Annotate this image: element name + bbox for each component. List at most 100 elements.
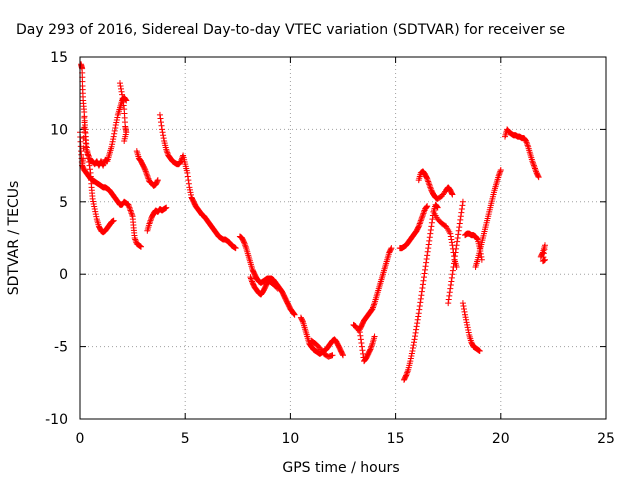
data-point — [497, 166, 504, 173]
data-point — [86, 162, 93, 169]
tick-labels: 0 5 10 15 20 25 -10 -5 0 5 10 15 — [45, 50, 615, 447]
data-point — [158, 122, 165, 129]
series-9 — [297, 314, 346, 359]
data-point — [464, 321, 471, 328]
data-point — [110, 133, 117, 140]
data-point — [427, 185, 434, 192]
data-point — [456, 220, 463, 227]
data-point — [128, 208, 135, 215]
data-point — [80, 124, 87, 131]
data-point — [460, 305, 467, 312]
data-point — [416, 221, 423, 228]
data-point — [529, 159, 536, 166]
data-point — [357, 336, 364, 343]
data-point — [408, 353, 415, 360]
data-point — [424, 175, 431, 182]
data-point — [125, 203, 132, 210]
data-point — [357, 332, 364, 339]
data-point — [424, 203, 431, 210]
data-point — [427, 230, 434, 237]
data-point — [125, 201, 132, 208]
data-point — [540, 250, 547, 257]
data-point — [459, 198, 466, 205]
data-point — [423, 259, 430, 266]
data-point — [497, 168, 504, 175]
data-point — [184, 169, 191, 176]
data-point — [247, 275, 254, 282]
data-point — [117, 82, 124, 89]
data-point — [541, 246, 548, 253]
data-point — [119, 95, 126, 102]
data-point — [455, 231, 462, 238]
data-point — [92, 208, 99, 215]
data-point — [164, 149, 171, 156]
data-point — [232, 245, 239, 252]
data-point — [109, 141, 116, 148]
data-point — [460, 303, 467, 310]
data-point — [428, 223, 435, 230]
data-point — [90, 200, 97, 207]
data-point — [407, 358, 414, 365]
series-10 — [308, 337, 336, 360]
series-1 — [78, 61, 117, 236]
data-point — [187, 189, 194, 196]
data-point — [495, 172, 502, 179]
data-point — [420, 210, 427, 217]
data-point — [90, 198, 97, 205]
data-point — [241, 239, 248, 246]
data-point — [371, 301, 378, 308]
data-point — [403, 372, 410, 379]
data-point — [425, 245, 432, 252]
data-point — [85, 158, 92, 165]
data-point — [418, 214, 425, 221]
data-point — [473, 235, 480, 241]
data-point — [426, 234, 433, 241]
y-axis-label: SDTVAR / TECUs — [6, 181, 22, 296]
data-point — [453, 242, 460, 249]
data-point — [144, 172, 151, 179]
data-point — [474, 235, 481, 242]
data-point — [421, 208, 428, 215]
series-15 — [415, 168, 456, 202]
data-point — [163, 146, 170, 153]
data-point — [458, 206, 465, 213]
data-point — [425, 178, 432, 185]
x-tick-label: 15 — [387, 431, 405, 447]
data-point — [535, 173, 542, 180]
data-point — [523, 137, 530, 144]
data-point — [415, 313, 422, 320]
data-point — [158, 119, 165, 126]
data-point — [127, 207, 134, 214]
data-point — [85, 155, 92, 162]
data-point — [424, 252, 431, 259]
data-point — [452, 249, 459, 256]
data-point — [110, 217, 117, 224]
data-point — [428, 219, 435, 226]
data-point — [185, 180, 192, 187]
data-point — [417, 217, 424, 224]
y-tick-label: -5 — [54, 340, 68, 356]
data-point — [426, 182, 433, 189]
data-point — [449, 191, 456, 198]
data-point — [448, 190, 455, 197]
data-point — [132, 237, 139, 244]
data-point — [423, 174, 430, 181]
data-point — [457, 216, 464, 223]
data-point — [419, 284, 426, 291]
data-point — [402, 373, 409, 380]
data-point — [110, 136, 117, 143]
series-11 — [350, 321, 378, 365]
data-point — [417, 299, 424, 306]
data-point — [408, 350, 415, 357]
data-point — [143, 171, 150, 178]
series-16 — [430, 208, 460, 270]
data-point — [423, 204, 430, 211]
data-point — [159, 126, 166, 133]
data-point — [541, 256, 548, 263]
data-point — [290, 310, 297, 317]
data-point — [409, 345, 416, 352]
data-point — [429, 216, 436, 223]
data-point — [461, 308, 468, 315]
data-point — [523, 139, 530, 146]
data-point — [83, 144, 90, 151]
